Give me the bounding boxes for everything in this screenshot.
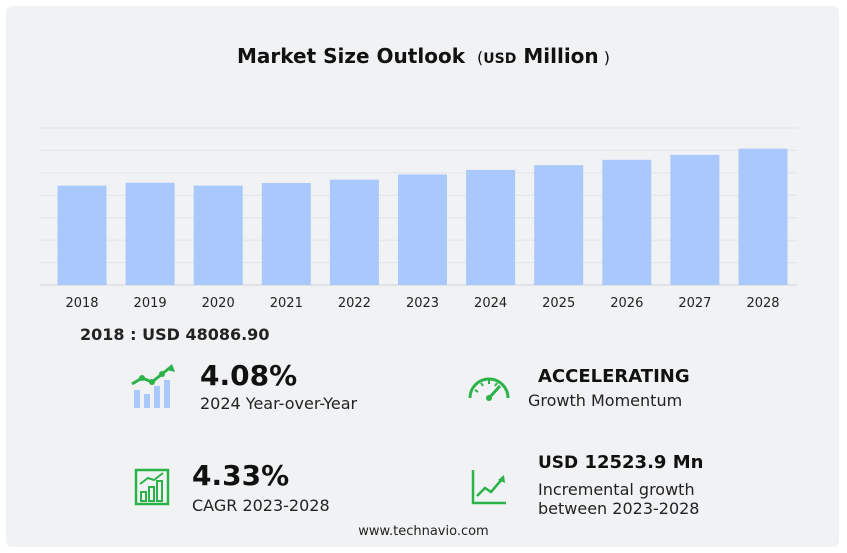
- incremental-currency: USD: [538, 453, 579, 473]
- bar-2018: [57, 185, 107, 285]
- bar-2025: [534, 165, 584, 285]
- incremental-value: 12523.9 Mn: [584, 452, 704, 473]
- bar-chart: 2018 2019 2020 2021 2022 2023 2024 2025 2026 2027…: [40, 127, 797, 311]
- title-text: Market Size Outlook: [237, 44, 465, 68]
- cagr-label: CAGR 2023-2028: [192, 496, 330, 515]
- cagr-metric: 4.33% CAGR 2023-2028: [192, 459, 330, 516]
- cagr-value: 4.33%: [192, 459, 290, 492]
- x-tick-label: 2025: [542, 296, 575, 311]
- yoy-value: 4.08%: [200, 359, 298, 392]
- bar-2021: [261, 182, 311, 285]
- bar-2019: [125, 182, 175, 285]
- bar-trend-icon: [131, 364, 175, 408]
- bar-2023: [398, 174, 447, 285]
- yoy-metric: 4.08% 2024 Year-over-Year: [200, 359, 358, 414]
- bar-2026: [602, 159, 652, 285]
- bar-2027: [670, 154, 720, 285]
- source-footer: www.technavio.com: [358, 524, 489, 539]
- incremental-metric: USD 12523.9 Mn Incremental growth betwee…: [538, 452, 703, 518]
- x-tick-label: 2020: [202, 296, 235, 311]
- x-axis-labels: 2018 2019 2020 2021 2022 2023 2024 2025 2026 2027…: [65, 296, 779, 311]
- bar-2022: [329, 179, 379, 285]
- yoy-label: 2024 Year-over-Year: [200, 394, 358, 413]
- momentum-value: ACCELERATING: [538, 366, 690, 387]
- incremental-label-1: Incremental growth: [538, 479, 695, 499]
- bar-2020: [193, 185, 243, 285]
- x-tick-label: 2019: [134, 296, 167, 311]
- bars: [57, 148, 788, 285]
- x-tick-label: 2024: [474, 296, 507, 311]
- x-tick-label: 2027: [678, 296, 711, 311]
- x-tick-label: 2021: [270, 296, 303, 311]
- x-tick-label: 2023: [406, 296, 439, 311]
- bar-2028: [738, 148, 788, 285]
- x-tick-label: 2018: [65, 296, 98, 311]
- title-unit-prefix: USD: [483, 51, 517, 67]
- momentum-label: Growth Momentum: [528, 390, 683, 410]
- line-chart-icon: [471, 470, 506, 505]
- x-tick-label: 2026: [610, 296, 643, 311]
- x-tick-label: 2022: [338, 296, 371, 311]
- x-tick-label: 2028: [746, 296, 779, 311]
- speedometer-icon: [468, 377, 510, 401]
- bar-2024: [466, 169, 516, 285]
- momentum-metric: ACCELERATING Growth Momentum: [528, 366, 690, 410]
- title-unit: Million: [523, 44, 599, 68]
- chart-title: Market Size Outlook (USD Million ): [237, 44, 610, 68]
- incremental-label-2: between 2023-2028: [538, 498, 700, 518]
- growth-chart-icon: [134, 468, 170, 506]
- base-year-value: 2018 : USD 48086.90: [80, 325, 270, 344]
